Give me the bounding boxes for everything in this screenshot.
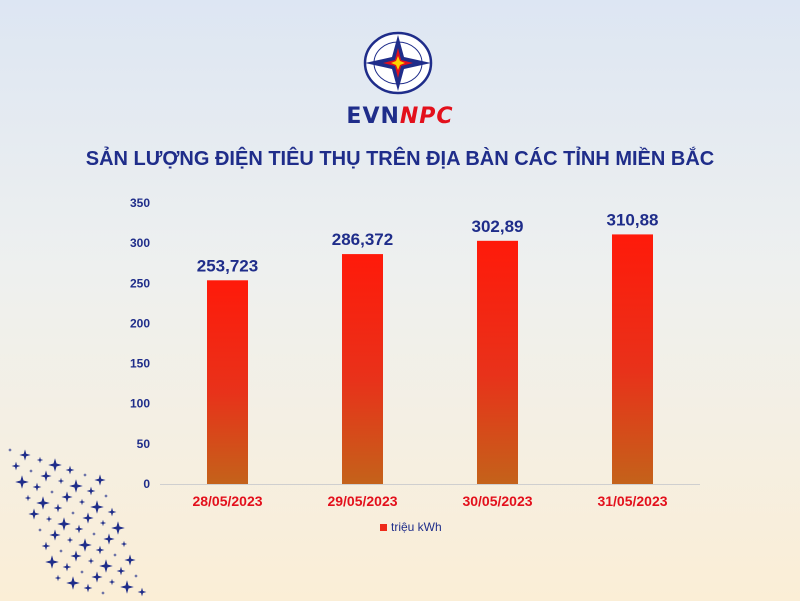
x-tick-label: 30/05/2023 xyxy=(462,493,532,509)
sparkle-star-icon xyxy=(40,470,52,482)
y-tick-label: 200 xyxy=(130,316,150,330)
sparkle-star-icon xyxy=(15,475,29,489)
sparkle-star-icon xyxy=(90,500,104,514)
sparkle-star-icon xyxy=(99,519,107,527)
legend-swatch xyxy=(380,523,387,531)
y-tick-label: 0 xyxy=(143,477,150,491)
y-tick-label: 300 xyxy=(130,236,150,250)
legend-label: triệu kWh xyxy=(391,520,442,534)
sparkle-star-icon xyxy=(92,532,96,536)
sparkle-star-icon xyxy=(48,458,62,472)
sparkle-star-icon xyxy=(111,521,125,535)
sparkle-star-icon xyxy=(80,570,84,574)
sparkle-star-icon xyxy=(41,541,51,551)
sparkle-star-icon xyxy=(69,479,83,493)
sparkle-star-icon xyxy=(57,517,71,531)
brand-npc: NPC xyxy=(399,104,454,129)
bar xyxy=(477,240,518,484)
sparkle-star-icon xyxy=(113,553,117,557)
y-tick-label: 350 xyxy=(130,196,150,210)
data-label: 286,372 xyxy=(332,230,393,249)
x-tick-label: 31/05/2023 xyxy=(597,493,667,509)
sparkle-star-icon xyxy=(82,512,94,524)
sparkle-star-icon xyxy=(45,555,59,569)
sparkle-star-icon xyxy=(32,482,42,492)
sparkle-star-icon xyxy=(120,580,134,594)
sparkle-star-icon xyxy=(107,507,117,517)
sparkle-star-icon xyxy=(91,571,103,583)
sparkle-star-icon xyxy=(38,528,42,532)
chart-title: SẢN LƯỢNG ĐIỆN TIÊU THỤ TRÊN ĐỊA BÀN CÁC… xyxy=(85,148,715,170)
sparkle-star-icon xyxy=(36,496,50,510)
sparkle-star-icon xyxy=(124,554,136,566)
bar xyxy=(342,254,383,484)
brand-evn: EVN xyxy=(346,104,400,129)
chart-legend: triệu kWh xyxy=(380,520,442,534)
sparkle-star-icon xyxy=(11,461,21,471)
y-tick-label: 50 xyxy=(137,437,151,451)
sparkle-star-icon xyxy=(83,583,93,593)
sparkle-star-icon xyxy=(65,465,75,475)
sparkle-star-icon xyxy=(36,456,44,464)
sparkle-star-icon xyxy=(137,587,147,597)
sparkle-star-icon xyxy=(29,469,33,473)
sparkle-star-icon xyxy=(8,448,12,452)
y-tick-label: 250 xyxy=(130,276,150,290)
sparkle-star-icon xyxy=(116,566,126,576)
sparkle-star-icon xyxy=(28,508,40,520)
sparkle-star-icon xyxy=(50,490,54,494)
y-tick-label: 150 xyxy=(130,357,150,371)
sparkle-star-icon xyxy=(57,477,65,485)
sparkle-star-icon xyxy=(66,536,74,544)
sparkle-star-icon xyxy=(19,449,31,461)
sparkle-star-icon xyxy=(78,538,92,552)
sparkle-star-icon xyxy=(49,529,61,541)
bar xyxy=(612,234,653,484)
decorative-stars-icon xyxy=(8,448,147,597)
brand-name: EVNNPC xyxy=(0,104,800,129)
y-tick-label: 100 xyxy=(130,397,150,411)
sparkle-star-icon xyxy=(104,494,108,498)
sparkle-star-icon xyxy=(70,550,82,562)
sparkle-star-icon xyxy=(86,486,96,496)
sparkle-star-icon xyxy=(61,491,73,503)
sparkle-star-icon xyxy=(71,511,75,515)
sparkle-star-icon xyxy=(101,591,105,595)
data-label: 253,723 xyxy=(197,256,258,275)
sparkle-star-icon xyxy=(103,533,115,545)
sparkle-star-icon xyxy=(95,545,105,555)
data-label: 310,88 xyxy=(607,210,659,229)
evn-logo-icon xyxy=(363,31,433,95)
sparkle-star-icon xyxy=(134,574,138,578)
sparkle-star-icon xyxy=(120,540,128,548)
sparkle-star-icon xyxy=(78,498,86,506)
sparkle-star-icon xyxy=(45,515,53,523)
sparkle-star-icon xyxy=(94,474,106,486)
sparkle-star-icon xyxy=(54,574,62,582)
sparkle-star-icon xyxy=(99,559,113,573)
sparkle-star-icon xyxy=(74,524,84,534)
data-label: 302,89 xyxy=(472,217,524,236)
bar xyxy=(207,280,248,484)
x-tick-label: 29/05/2023 xyxy=(327,493,397,509)
sparkle-star-icon xyxy=(66,576,80,590)
sparkle-star-icon xyxy=(83,473,87,477)
sparkle-star-icon xyxy=(62,562,72,572)
sparkle-star-icon xyxy=(53,503,63,513)
x-tick-label: 28/05/2023 xyxy=(192,493,262,509)
sparkle-star-icon xyxy=(108,578,116,586)
sparkle-star-icon xyxy=(24,494,32,502)
sparkle-star-icon xyxy=(87,557,95,565)
sparkle-star-icon xyxy=(59,549,63,553)
